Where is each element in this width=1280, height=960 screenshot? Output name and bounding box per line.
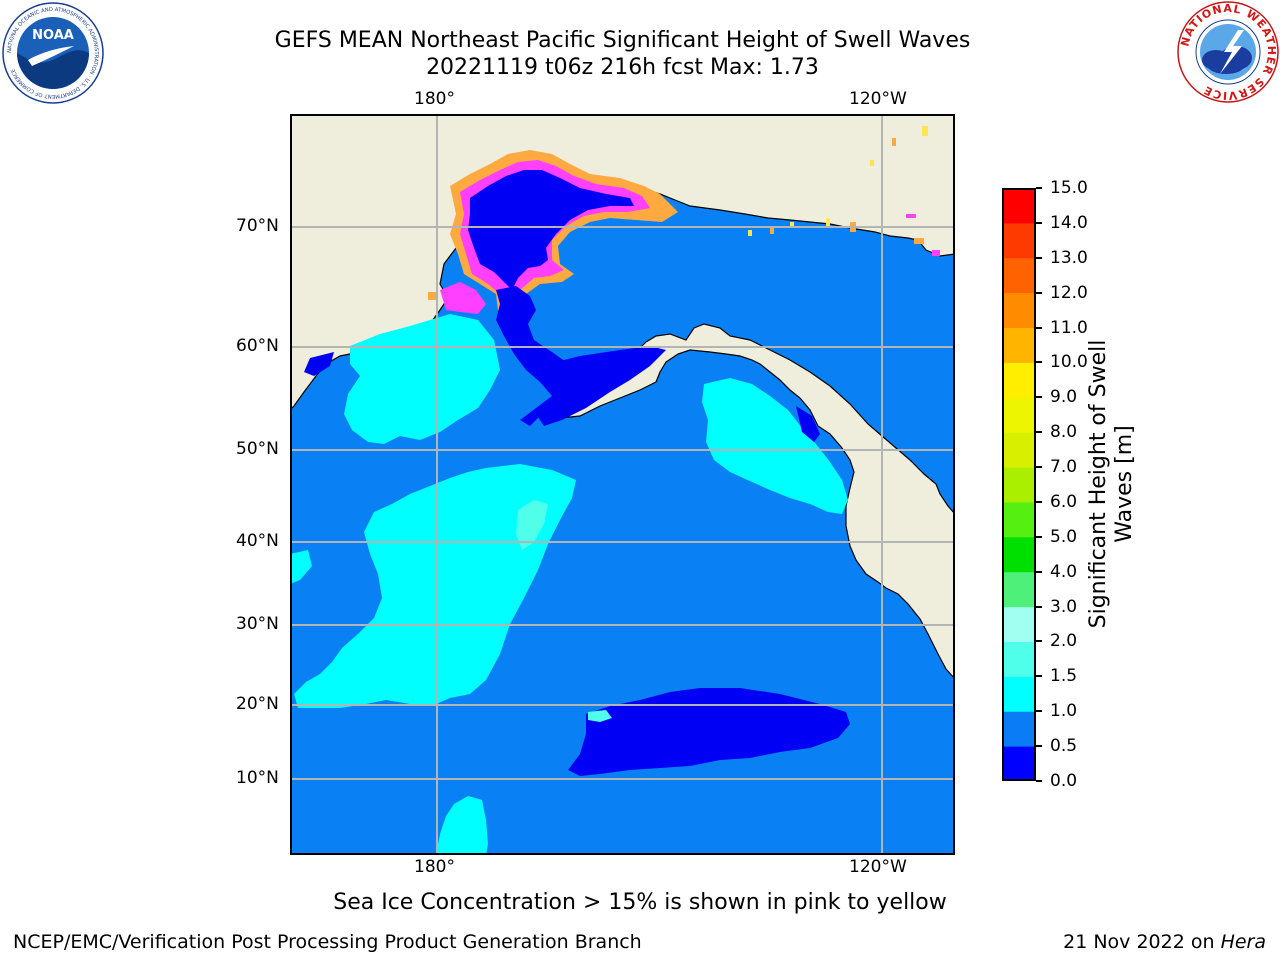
colorbar-bin	[1002, 222, 1036, 259]
ocean-swell-1p5-2-patch	[516, 500, 548, 550]
ocean-swell-1-1p5-westedge	[291, 550, 312, 584]
colorbar-bin	[1002, 676, 1036, 712]
colorbar-tick-label: 14.0	[1050, 212, 1088, 233]
colorbar-tick-mark	[1036, 361, 1042, 364]
lon-label-top-120w: 120°W	[849, 89, 907, 109]
colorbar-bin	[1002, 746, 1036, 782]
colorbar-tick-label: 6.0	[1050, 491, 1078, 512]
noaa-logo-text: NOAA	[32, 28, 74, 43]
colorbar-ticks: 0.0 0.5 1.0 1.5 2.0 3.0 4.0 5.0 6.0 7.0 8.0 9.0 10.0…	[1036, 178, 1116, 791]
chukchi-sea-low-swell	[468, 170, 634, 290]
footer-date: 21 Nov 2022 on Hera	[1063, 931, 1266, 953]
lat-label-30n: 30°N	[236, 614, 279, 634]
aleutian-west-low-swell	[304, 352, 334, 376]
colorbar-tick-mark	[1036, 396, 1042, 399]
footer-branch: NCEP/EMC/Verification Post Processing Pr…	[13, 931, 642, 953]
ocean-swell-1-1p5-south	[436, 796, 488, 854]
lat-label-20n: 20°N	[236, 694, 279, 714]
colorbar-label-line2: Waves [m]	[1112, 425, 1137, 543]
colorbar-bin	[1002, 467, 1036, 503]
colorbar-bin	[1002, 606, 1036, 642]
colorbar-tick-mark	[1036, 570, 1042, 573]
colorbar-tick-label: 0.0	[1050, 771, 1078, 791]
colorbar-tick-label: 5.0	[1050, 526, 1078, 547]
colorbar-tick-mark	[1036, 780, 1042, 782]
map-frame	[290, 114, 955, 855]
colorbar-bin	[1002, 362, 1036, 398]
colorbar-bin	[1002, 327, 1036, 363]
colorbar-tick-label: 10.0	[1050, 352, 1088, 373]
colorbar-frame	[1002, 188, 1036, 781]
colorbar-bin	[1002, 641, 1036, 677]
colorbar-tick-label: 13.0	[1050, 247, 1088, 268]
colorbar-tick-mark	[1036, 675, 1042, 678]
colorbar-tick-mark	[1036, 745, 1042, 748]
colorbar-label: Significant Height of Swell Waves [m]	[1086, 334, 1138, 634]
colorbar-bin	[1002, 292, 1036, 329]
colorbar-bin	[1002, 257, 1036, 294]
ocean-swell-1-1p5-gulf	[702, 378, 848, 514]
noaa-logo: NATIONAL OCEANIC AND ATMOSPHERIC ADMINIS…	[2, 2, 104, 104]
colorbar-tick-mark	[1036, 326, 1042, 329]
colorbar-tick-label: 9.0	[1050, 387, 1078, 408]
nws-logo: NATIONAL WEATHER SERVICE	[1176, 0, 1280, 104]
colorbar-tick-label: 7.0	[1050, 457, 1078, 478]
colorbar-tick-label: 4.0	[1050, 561, 1078, 582]
colorbar-tick-label: 3.0	[1050, 596, 1078, 617]
colorbar-tick-label: 8.0	[1050, 422, 1078, 443]
colorbar-bin	[1002, 536, 1036, 573]
colorbar-tick-mark	[1036, 640, 1042, 643]
colorbar-bin	[1002, 432, 1036, 468]
colorbar-tick-mark	[1036, 256, 1042, 259]
colorbar-bin	[1002, 711, 1036, 747]
lat-label-60n: 60°N	[236, 336, 279, 356]
colorbar-tick-mark	[1036, 500, 1042, 503]
footer-machine: Hera	[1220, 931, 1266, 953]
lon-label-bottom-120w: 120°W	[849, 857, 907, 877]
alaska-coast-low-swell	[536, 346, 666, 426]
ocean-swell-1-1p5-band	[294, 464, 576, 708]
lat-label-10n: 10°N	[236, 768, 279, 788]
colorbar-tick-mark	[1036, 431, 1042, 434]
colorbar-tick-mark	[1036, 291, 1042, 294]
lat-label-40n: 40°N	[236, 531, 279, 551]
lon-label-top-180: 180°	[414, 89, 455, 109]
colorbar-bin	[1002, 501, 1036, 538]
colorbar-label-line1: Significant Height of Swell	[1086, 339, 1111, 629]
colorbar-tick-mark	[1036, 466, 1042, 469]
map-graticule	[291, 115, 954, 854]
hawaii-island-patch	[588, 710, 612, 722]
colorbar-tick-label: 12.0	[1050, 282, 1088, 303]
colorbar-bin	[1002, 571, 1036, 608]
lon-label-bottom-180: 180°	[414, 857, 455, 877]
colorbar-tick-label: 1.0	[1050, 701, 1078, 722]
colorbar-tick-label: 2.0	[1050, 631, 1078, 652]
colorbar-tick-label: 11.0	[1050, 317, 1088, 338]
bering-ice-pink	[440, 282, 486, 314]
chart-title: GEFS MEAN Northeast Pacific Significant …	[274, 28, 971, 53]
footer-date-text: 21 Nov 2022 on	[1063, 931, 1221, 953]
colorbar	[1002, 188, 1036, 782]
sea-ice-note: Sea Ice Concentration > 15% is shown in …	[333, 890, 947, 915]
lat-label-50n: 50°N	[236, 439, 279, 459]
bc-coast-low-swell	[796, 406, 820, 442]
colorbar-tick-label: 1.5	[1050, 666, 1078, 687]
chart-subtitle: 20221119 t06z 216h fcst Max: 1.73	[426, 55, 819, 80]
colorbar-bin	[1002, 397, 1036, 433]
colorbar-tick-mark	[1036, 605, 1042, 608]
colorbar-tick-label: 0.5	[1050, 736, 1078, 757]
swell-height-map	[290, 114, 955, 855]
lat-label-70n: 70°N	[236, 216, 279, 236]
colorbar-tick-mark	[1036, 535, 1042, 538]
colorbar-tick-mark	[1036, 221, 1042, 224]
hawaii-low-swell-region	[568, 688, 850, 776]
colorbar-tick-label: 15.0	[1050, 178, 1088, 198]
land-north-america	[550, 323, 954, 679]
colorbar-tick-mark	[1036, 187, 1042, 189]
colorbar-bin	[1002, 188, 1036, 224]
colorbar-tick-mark	[1036, 710, 1042, 713]
